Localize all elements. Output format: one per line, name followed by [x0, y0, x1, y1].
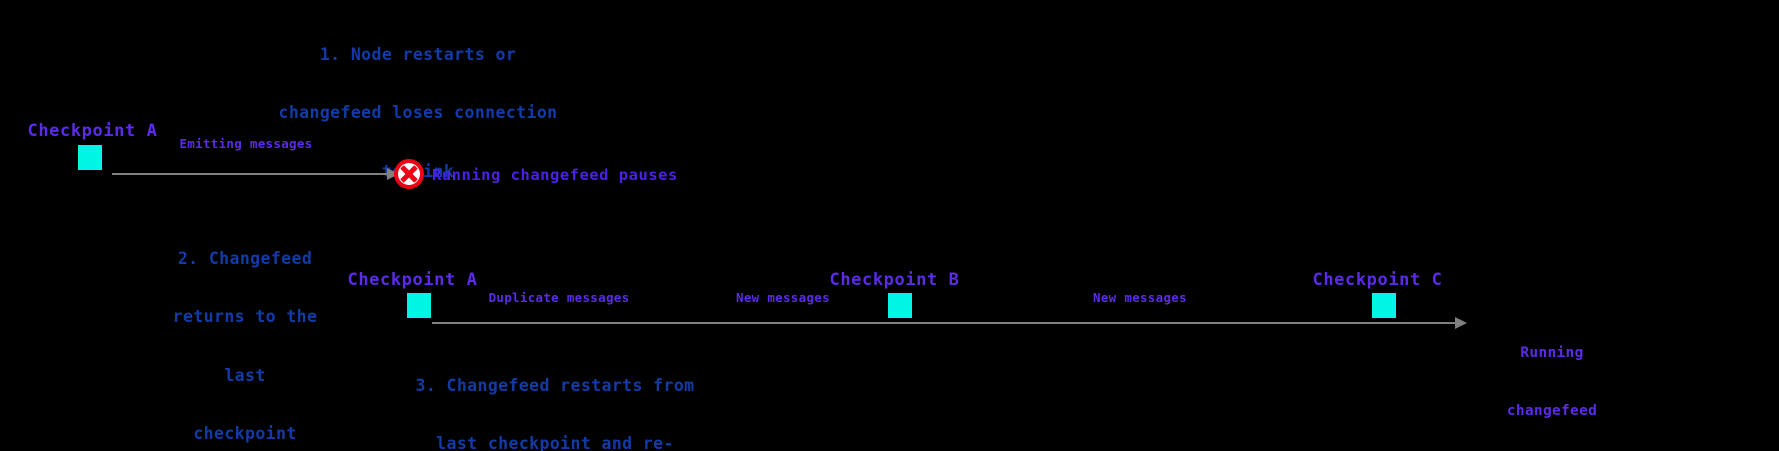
circle-x-icon-glyph [398, 163, 420, 185]
top-checkpoint-a-label: Checkpoint A [27, 121, 158, 141]
step-1-line-1: 1. Node restarts or [319, 44, 517, 64]
step-2-line-2: returns to the [172, 307, 318, 327]
step-2-line-4: checkpoint [193, 424, 297, 444]
circle-x-icon [394, 159, 424, 189]
running-changefeed-pauses-label: Running changefeed pauses [432, 166, 678, 184]
step-3-annotation: 3. Changefeed restarts from last checkpo… [410, 337, 700, 451]
step-3-line-2: last checkpoint and re- [436, 434, 674, 451]
step-3-line-1: 3. Changefeed restarts from [415, 375, 695, 395]
bottom-timeline-arrowhead [1455, 317, 1467, 329]
bottom-checkpoint-b-square [888, 293, 912, 318]
new-messages-label-1: New messages [736, 290, 830, 305]
bottom-checkpoint-a-label: Checkpoint A [347, 270, 478, 290]
step-1-annotation: 1. Node restarts or changefeed loses con… [268, 6, 568, 220]
bottom-checkpoint-c-square [1372, 293, 1396, 318]
step-2-line-3: last [224, 365, 266, 385]
bottom-checkpoint-b-label: Checkpoint B [829, 270, 960, 290]
running-changefeed-resumes-label: Running changefeed resumes [1472, 306, 1632, 451]
bottom-timeline-axis [432, 322, 1460, 324]
emitting-messages-label: Emitting messages [179, 136, 313, 151]
new-messages-label-2: New messages [1093, 290, 1187, 305]
step-2-annotation: 2. Changefeed returns to the last checkp… [170, 210, 320, 451]
bottom-checkpoint-a-square [407, 293, 431, 318]
resume-line-2: changefeed [1506, 402, 1598, 419]
resume-line-1: Running [1520, 345, 1584, 362]
top-checkpoint-a-square [78, 145, 102, 170]
step-1-line-2: changefeed loses connection [278, 103, 558, 123]
step-2-line-1: 2. Changefeed [177, 248, 313, 268]
bottom-checkpoint-c-label: Checkpoint C [1312, 270, 1443, 290]
top-timeline-axis [112, 173, 395, 175]
duplicate-messages-label: Duplicate messages [488, 290, 630, 305]
